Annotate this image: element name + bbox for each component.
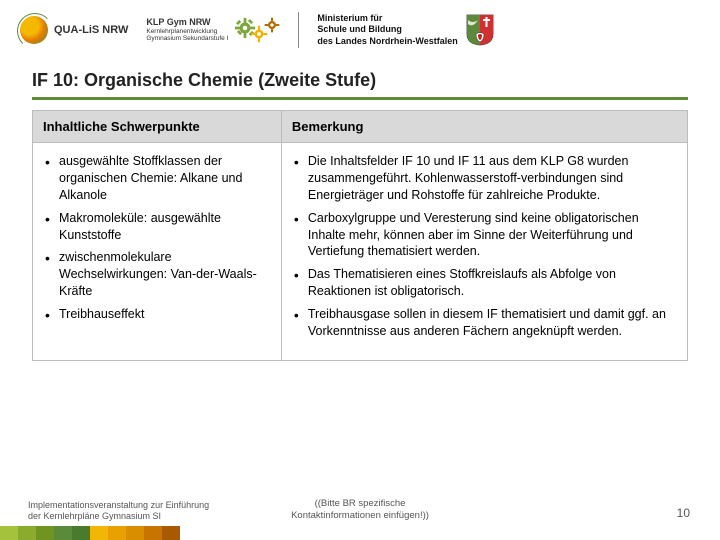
col-header-2: Bemerkung — [281, 111, 687, 143]
ministry-line2: Schule und Bildung — [317, 24, 457, 35]
klp-logo: KLP Gym NRW Kernlehrplanentwicklung Gymn… — [146, 17, 280, 43]
footer: Implementationsveranstaltung zur Einführ… — [0, 490, 720, 540]
qualis-label: QUA-LiS NRW — [54, 24, 128, 36]
divider — [298, 12, 299, 48]
list-item: Treibhauseffekt — [45, 306, 269, 323]
footer-left-text: Implementationsveranstaltung zur Einführ… — [28, 500, 248, 523]
klp-text: KLP Gym NRW Kernlehrplanentwicklung Gymn… — [146, 17, 228, 43]
footer-center-text: ((Bitte BR spezifische Kontaktinformatio… — [250, 498, 470, 522]
page-title: IF 10: Organische Chemie (Zweite Stufe) — [0, 60, 720, 97]
list-item: zwischenmolekulare Wechselwirkungen: Van… — [45, 249, 269, 300]
ministry-text: Ministerium für Schule und Bildung des L… — [317, 13, 457, 47]
list-item: Das Thematisieren eines Stoffkreislaufs … — [294, 266, 675, 300]
gear-orange-icon — [264, 17, 280, 33]
header: QUA-LiS NRW KLP Gym NRW Kernlehrplanentw… — [0, 0, 720, 60]
list-item: ausgewählte Stoffklassen der organischen… — [45, 153, 269, 204]
footer-left-line1: Implementationsveranstaltung zur Einführ… — [28, 500, 248, 511]
ministry-line3: des Landes Nordrhein-Westfalen — [317, 36, 457, 47]
gears-icon — [234, 17, 280, 43]
footer-center-line2: Kontaktinformationen einfügen!)) — [250, 510, 470, 522]
content-table: Inhaltliche Schwerpunkte Bemerkung ausge… — [32, 110, 688, 361]
ministry-block: Ministerium für Schule und Bildung des L… — [317, 13, 493, 47]
col-header-1: Inhaltliche Schwerpunkte — [33, 111, 282, 143]
footer-center-line1: ((Bitte BR spezifische — [250, 498, 470, 510]
klp-sub: Kernlehrplanentwicklung Gymnasium Sekund… — [146, 28, 228, 44]
title-underline — [32, 97, 688, 100]
footer-left-line2: der Kernlehrpläne Gymnasium SI — [28, 511, 248, 522]
qualis-logo: QUA-LiS NRW — [20, 16, 128, 44]
list-item: Die Inhaltsfelder IF 10 und IF 11 aus de… — [294, 153, 675, 204]
qualis-icon — [20, 16, 48, 44]
footer-stripes-icon — [0, 526, 180, 540]
klp-title: KLP Gym NRW — [146, 17, 228, 28]
left-list: ausgewählte Stoffklassen der organischen… — [45, 153, 269, 323]
right-list: Die Inhaltsfelder IF 10 und IF 11 aus de… — [294, 153, 675, 340]
nrw-coat-of-arms-icon — [466, 14, 494, 46]
ministry-line1: Ministerium für — [317, 13, 457, 24]
cell-right: Die Inhaltsfelder IF 10 und IF 11 aus de… — [281, 143, 687, 361]
list-item: Treibhausgase sollen in diesem IF themat… — [294, 306, 675, 340]
list-item: Carboxylgruppe und Veresterung sind kein… — [294, 210, 675, 261]
list-item: Makromoleküle: ausgewählte Kunststoffe — [45, 210, 269, 244]
page-number: 10 — [677, 506, 690, 520]
cell-left: ausgewählte Stoffklassen der organischen… — [33, 143, 282, 361]
